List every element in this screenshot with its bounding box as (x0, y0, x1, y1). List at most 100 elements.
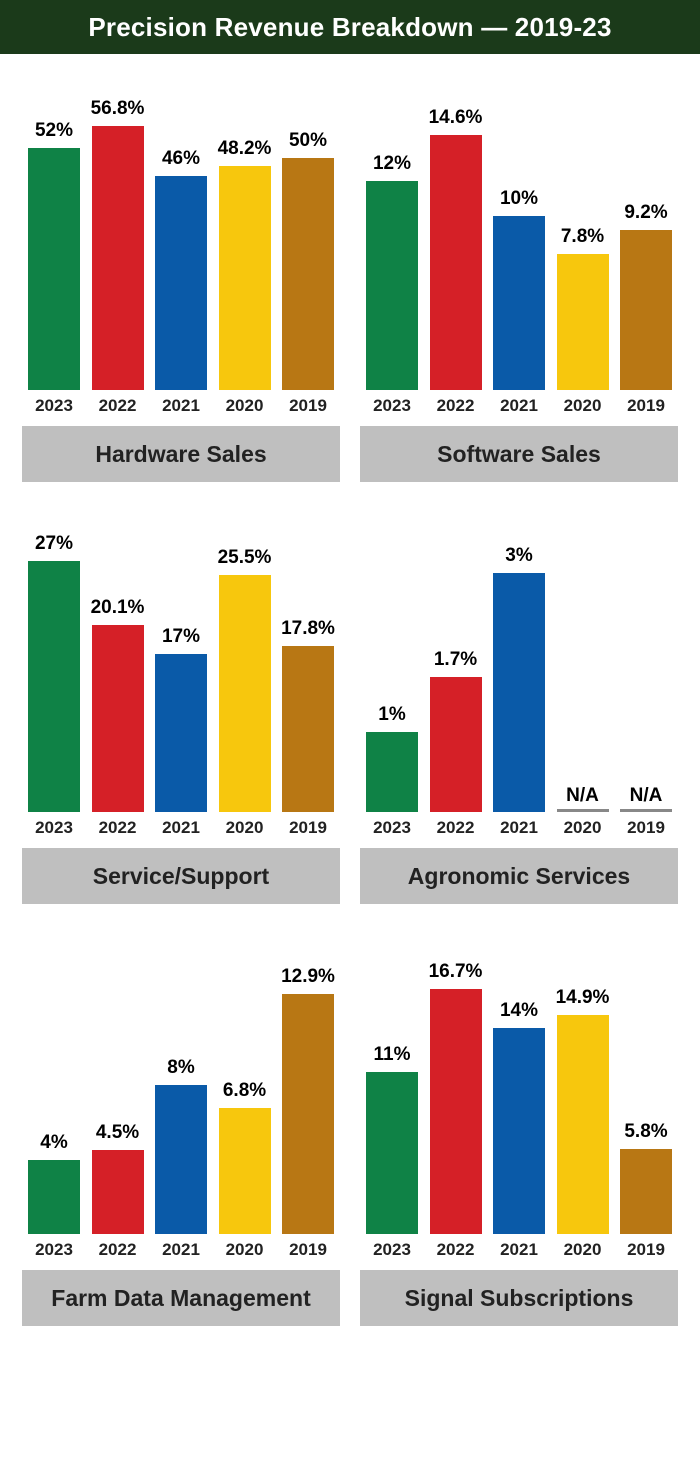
chart-area: 1%1.7%3%N/AN/A (360, 502, 678, 812)
year-label: 2023 (364, 818, 420, 838)
year-label: 2019 (280, 818, 336, 838)
bar-value-label: 17% (162, 626, 200, 648)
bar-value-label: 8% (167, 1057, 194, 1079)
bar (28, 148, 80, 390)
na-underline (620, 809, 672, 812)
year-label: 2021 (153, 396, 209, 416)
panels-grid: 52%56.8%46%48.2%50%20232022202120202019H… (0, 54, 700, 1348)
chart-area: 27%20.1%17%25.5%17.8% (22, 502, 340, 812)
bar-value-label: 16.7% (429, 961, 483, 983)
bar-slot: 48.2% (217, 80, 273, 390)
chart-area: 11% 16.7% 14% 14.9% 5.8% (360, 924, 678, 1234)
bar (493, 573, 545, 812)
bar (155, 654, 207, 812)
year-row: 20232022202120202019 (360, 1234, 678, 1270)
bar (219, 575, 271, 812)
bar-value-label: 11% (374, 1044, 411, 1066)
panel-title-band: Farm Data Management (22, 1270, 340, 1326)
bar-slot: 7.8% (555, 80, 611, 390)
year-label: 2019 (618, 396, 674, 416)
bar-slot: 14.6% (428, 80, 484, 390)
bar-slot: N/A (555, 502, 611, 812)
year-row: 20232022202120202019 (22, 390, 340, 426)
panel-title: Agronomic Services (408, 863, 630, 890)
panel: 11%16.7%14%14.9%5.8%20232022202120202019… (360, 924, 678, 1326)
chart-area: 12% 14.6% 10%7.8% 9.2% (360, 80, 678, 390)
bar-value-label: 5.8% (624, 1121, 667, 1143)
panel-title-band: Service/Support (22, 848, 340, 904)
year-label: 2019 (280, 396, 336, 416)
bar (493, 216, 545, 390)
bar-slot: 50% (280, 80, 336, 390)
bar-slot: 4% (26, 924, 82, 1234)
panel-title-band: Agronomic Services (360, 848, 678, 904)
bar-value-label: 9.2% (624, 202, 667, 224)
panel: 4% 4.5% 8% 6.8% 12.9%20232022202120202019 Far… (22, 924, 340, 1326)
bar (430, 135, 482, 390)
year-label: 2023 (26, 818, 82, 838)
bar-value-label: 20.1% (91, 597, 145, 619)
bar (620, 1149, 672, 1234)
year-label: 2020 (217, 1240, 273, 1260)
bar-slot: 56.8% (90, 80, 146, 390)
bar-slot: 14.9% (555, 924, 611, 1234)
year-label: 2023 (364, 396, 420, 416)
bar (557, 254, 609, 390)
bar-slot: 17% (153, 502, 209, 812)
bar-slot: 12.9% (280, 924, 336, 1234)
panel-title-band: Software Sales (360, 426, 678, 482)
bar-value-label: 6.8% (223, 1080, 266, 1102)
year-label: 2021 (153, 818, 209, 838)
bar-slot: 5.8% (618, 924, 674, 1234)
year-row: 20232022202120202019 (22, 1234, 340, 1270)
bar (557, 1015, 609, 1234)
bar-value-label: 4% (40, 1132, 67, 1154)
bar-slot: 12% (364, 80, 420, 390)
bar (366, 181, 418, 390)
bar (282, 158, 334, 391)
bar-slot: N/A (618, 502, 674, 812)
bar-slot: 11% (364, 924, 420, 1234)
panel: 27%20.1%17%25.5%17.8%2023202220212020201… (22, 502, 340, 904)
bar-value-label: 14% (500, 1000, 538, 1022)
year-label: 2022 (428, 396, 484, 416)
bar-value-label: 46% (162, 148, 200, 170)
bar-value-label: 48.2% (218, 138, 272, 160)
bar-value-label: 14.6% (429, 107, 483, 129)
bar-value-label: 56.8% (91, 98, 145, 120)
page-title: Precision Revenue Breakdown — 2019-23 (88, 12, 611, 43)
year-label: 2021 (491, 818, 547, 838)
bar-slot: 52% (26, 80, 82, 390)
year-label: 2021 (491, 1240, 547, 1260)
bar-value-label: 1% (378, 704, 405, 726)
panel-title: Hardware Sales (95, 441, 266, 468)
bar-slot: 46% (153, 80, 209, 390)
bar (493, 1028, 545, 1234)
panel: 52% 56.8% 46% 48.2% 50% 20232022202120202019 H… (22, 80, 340, 482)
bar-slot: 8% (153, 924, 209, 1234)
bar-value-label: 12% (373, 153, 411, 175)
bar-value-label: 4.5% (96, 1122, 139, 1144)
year-label: 2020 (555, 818, 611, 838)
panel-title: Farm Data Management (51, 1285, 310, 1312)
na-underline (557, 809, 609, 812)
year-row: 20232022202120202019 (360, 812, 678, 848)
bar-slot: 10% (491, 80, 547, 390)
year-label: 2021 (491, 396, 547, 416)
year-label: 2020 (555, 1240, 611, 1260)
bar-value-label: 50% (289, 130, 327, 152)
year-label: 2022 (90, 1240, 146, 1260)
bar-slot: 27% (26, 502, 82, 812)
bar (155, 176, 207, 390)
bar-slot: 1% (364, 502, 420, 812)
bar (430, 989, 482, 1234)
year-label: 2019 (618, 818, 674, 838)
bar-slot: 3% (491, 502, 547, 812)
panel-title: Software Sales (437, 441, 601, 468)
chart-area: 52% 56.8% 46% 48.2% 50% (22, 80, 340, 390)
bar (366, 1072, 418, 1234)
bar-value-label: 27% (35, 533, 73, 555)
bar-slot: 20.1% (90, 502, 146, 812)
bar-value-label: 1.7% (434, 649, 477, 671)
bar (366, 732, 418, 812)
